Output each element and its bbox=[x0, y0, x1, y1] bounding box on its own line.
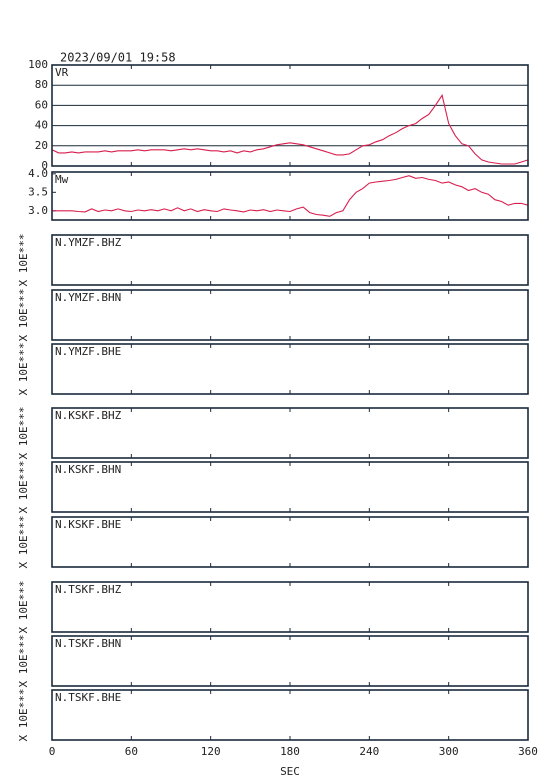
panel-frame bbox=[51, 171, 529, 221]
title: 2023/09/01 19:58 bbox=[60, 51, 176, 65]
x-tick-label: 60 bbox=[125, 745, 138, 758]
x-tick-label: 0 bbox=[49, 745, 56, 758]
y-tick-label: 3.5 bbox=[28, 185, 48, 198]
data-line bbox=[52, 175, 529, 217]
x-tick-label: 240 bbox=[359, 745, 379, 758]
y-tick-label: 4.0 bbox=[28, 167, 48, 180]
waveform-panel bbox=[51, 461, 529, 513]
waveform-panel bbox=[51, 343, 529, 395]
x-tick-label: 180 bbox=[280, 745, 300, 758]
station-label: N.KSKF.BHZ bbox=[55, 409, 122, 422]
waveform-panel bbox=[51, 516, 529, 568]
scale-label: X 10E*** bbox=[17, 581, 30, 634]
scale-label: X 10E*** bbox=[17, 635, 30, 688]
panel-label: Mw bbox=[55, 173, 69, 186]
scale-label: X 10E*** bbox=[17, 343, 30, 396]
y-tick-label: 0 bbox=[41, 159, 48, 172]
panel-label: VR bbox=[55, 66, 69, 79]
scale-label: X 10E*** bbox=[17, 289, 30, 342]
x-tick-label: 300 bbox=[439, 745, 459, 758]
station-label: N.YMZF.BHE bbox=[55, 345, 121, 358]
station-label: N.KSKF.BHN bbox=[55, 463, 121, 476]
y-tick-label: 40 bbox=[35, 119, 48, 132]
x-axis-label: SEC bbox=[280, 765, 300, 778]
scale-label: X 10E*** bbox=[17, 516, 30, 569]
waveform-panel bbox=[51, 289, 529, 341]
x-tick-label: 120 bbox=[201, 745, 221, 758]
waveform-panel bbox=[51, 689, 529, 741]
y-tick-label: 80 bbox=[35, 78, 48, 91]
station-label: N.TSKF.BHZ bbox=[55, 583, 122, 596]
x-tick-label: 360 bbox=[518, 745, 538, 758]
station-label: N.TSKF.BHN bbox=[55, 637, 121, 650]
y-tick-label: 20 bbox=[35, 139, 48, 152]
waveform-panel bbox=[51, 635, 529, 687]
station-label: N.TSKF.BHE bbox=[55, 691, 121, 704]
waveform-panel bbox=[51, 407, 529, 459]
y-tick-label: 100 bbox=[28, 58, 48, 71]
waveform-panel bbox=[51, 234, 529, 286]
scale-label: X 10E*** bbox=[17, 234, 30, 287]
station-label: N.YMZF.BHN bbox=[55, 291, 121, 304]
y-tick-label: 60 bbox=[35, 98, 48, 111]
data-line bbox=[51, 93, 529, 165]
scale-label: X 10E*** bbox=[17, 689, 30, 742]
y-tick-label: 3.0 bbox=[28, 204, 48, 217]
scale-label: X 10E*** bbox=[17, 461, 30, 514]
station-label: N.KSKF.BHE bbox=[55, 518, 121, 531]
scale-label: X 10E*** bbox=[17, 407, 30, 460]
station-label: N.YMZF.BHZ bbox=[55, 236, 122, 249]
waveform-panel bbox=[51, 581, 529, 633]
